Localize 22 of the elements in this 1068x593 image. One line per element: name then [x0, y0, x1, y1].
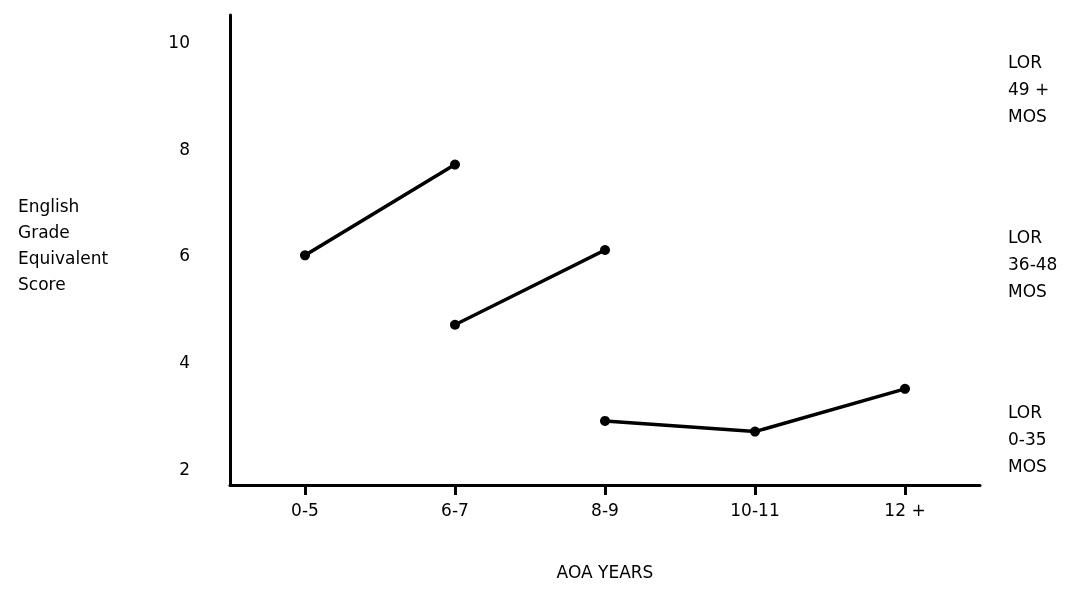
- point: [900, 383, 910, 394]
- y-tick-label: 6: [179, 245, 190, 266]
- y-tick-label: 4: [179, 352, 190, 373]
- point: [600, 415, 610, 426]
- x-tick-label: 10-11: [730, 499, 780, 520]
- point: [450, 159, 460, 170]
- point: [750, 426, 760, 437]
- x-tick-label: 8-9: [591, 499, 619, 520]
- text: LOR 49 + MOS: [1008, 51, 1050, 126]
- text: LOR 0-35 MOS: [1008, 401, 1047, 476]
- y-tick-label: 2: [179, 458, 190, 479]
- x-tick-label: 6-7: [441, 499, 469, 520]
- point: [600, 245, 610, 255]
- y-tick-label: 8: [179, 138, 190, 159]
- x-axis-title: AOA YEARS: [556, 561, 654, 582]
- x-tick-label: 0-5: [291, 499, 319, 520]
- y-axis-title: English Grade Equivalent Score: [18, 196, 109, 294]
- text: LOR 36-48 MOS: [1008, 226, 1058, 301]
- point: [450, 319, 460, 330]
- x-tick-label: 12 +: [884, 499, 926, 520]
- point: [300, 250, 310, 261]
- y-tick-label: 10: [168, 31, 190, 52]
